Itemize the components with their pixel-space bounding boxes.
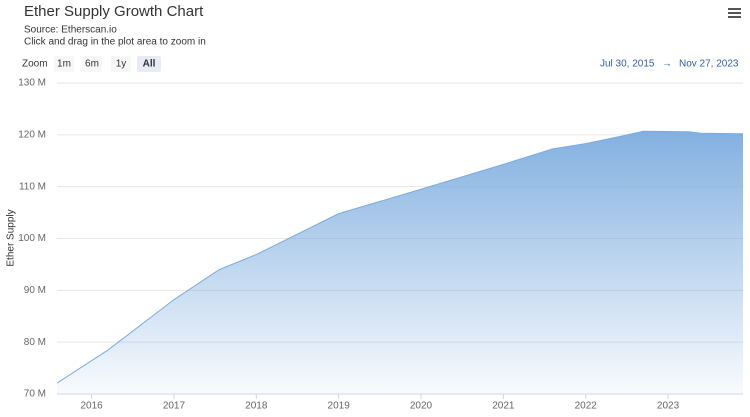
chart-subtitle: Source: Etherscan.io <box>24 25 117 36</box>
zoom-label: Zoom <box>22 59 48 70</box>
range-arrow: → <box>662 59 672 70</box>
y-tick-label: 130 M <box>18 78 46 89</box>
y-tick-label: 120 M <box>18 129 46 140</box>
y-tick-label: 90 M <box>24 285 46 296</box>
area <box>57 131 743 394</box>
zoom-button-label[interactable]: 1y <box>116 59 127 70</box>
area-line <box>56 130 744 384</box>
x-tick-label: 2019 <box>328 401 351 412</box>
x-tick-label: 2023 <box>657 401 680 412</box>
zoom-button-label[interactable]: All <box>143 59 156 70</box>
range-to: Nov 27, 2023 <box>679 59 739 70</box>
y-tick-label: 100 M <box>18 233 46 244</box>
zoom-button[interactable] <box>82 56 102 72</box>
chart-subtitle: Click and drag in the plot area to zoom … <box>24 37 206 48</box>
zoom-button-label[interactable]: 6m <box>85 59 99 70</box>
menu-icon[interactable] <box>728 8 741 18</box>
range-from: Jul 30, 2015 <box>600 59 655 70</box>
zoom-button[interactable] <box>137 56 161 72</box>
x-tick-label: 2017 <box>163 401 186 412</box>
x-tick-label: 2016 <box>80 401 103 412</box>
x-tick-label: 2020 <box>410 401 433 412</box>
y-axis-title: Ether Supply <box>6 209 17 266</box>
x-tick-label: 2022 <box>575 401 598 412</box>
zoom-button[interactable] <box>111 56 131 72</box>
zoom-button[interactable] <box>54 56 74 72</box>
y-tick-label: 110 M <box>19 181 46 192</box>
x-tick-label: 2018 <box>245 401 268 412</box>
y-tick-label: 80 M <box>24 337 46 348</box>
y-tick-label: 70 M <box>24 389 46 400</box>
chart-title: Ether Supply Growth Chart <box>24 3 204 20</box>
x-tick-label: 2021 <box>492 401 515 412</box>
zoom-button-label[interactable]: 1m <box>57 59 71 70</box>
